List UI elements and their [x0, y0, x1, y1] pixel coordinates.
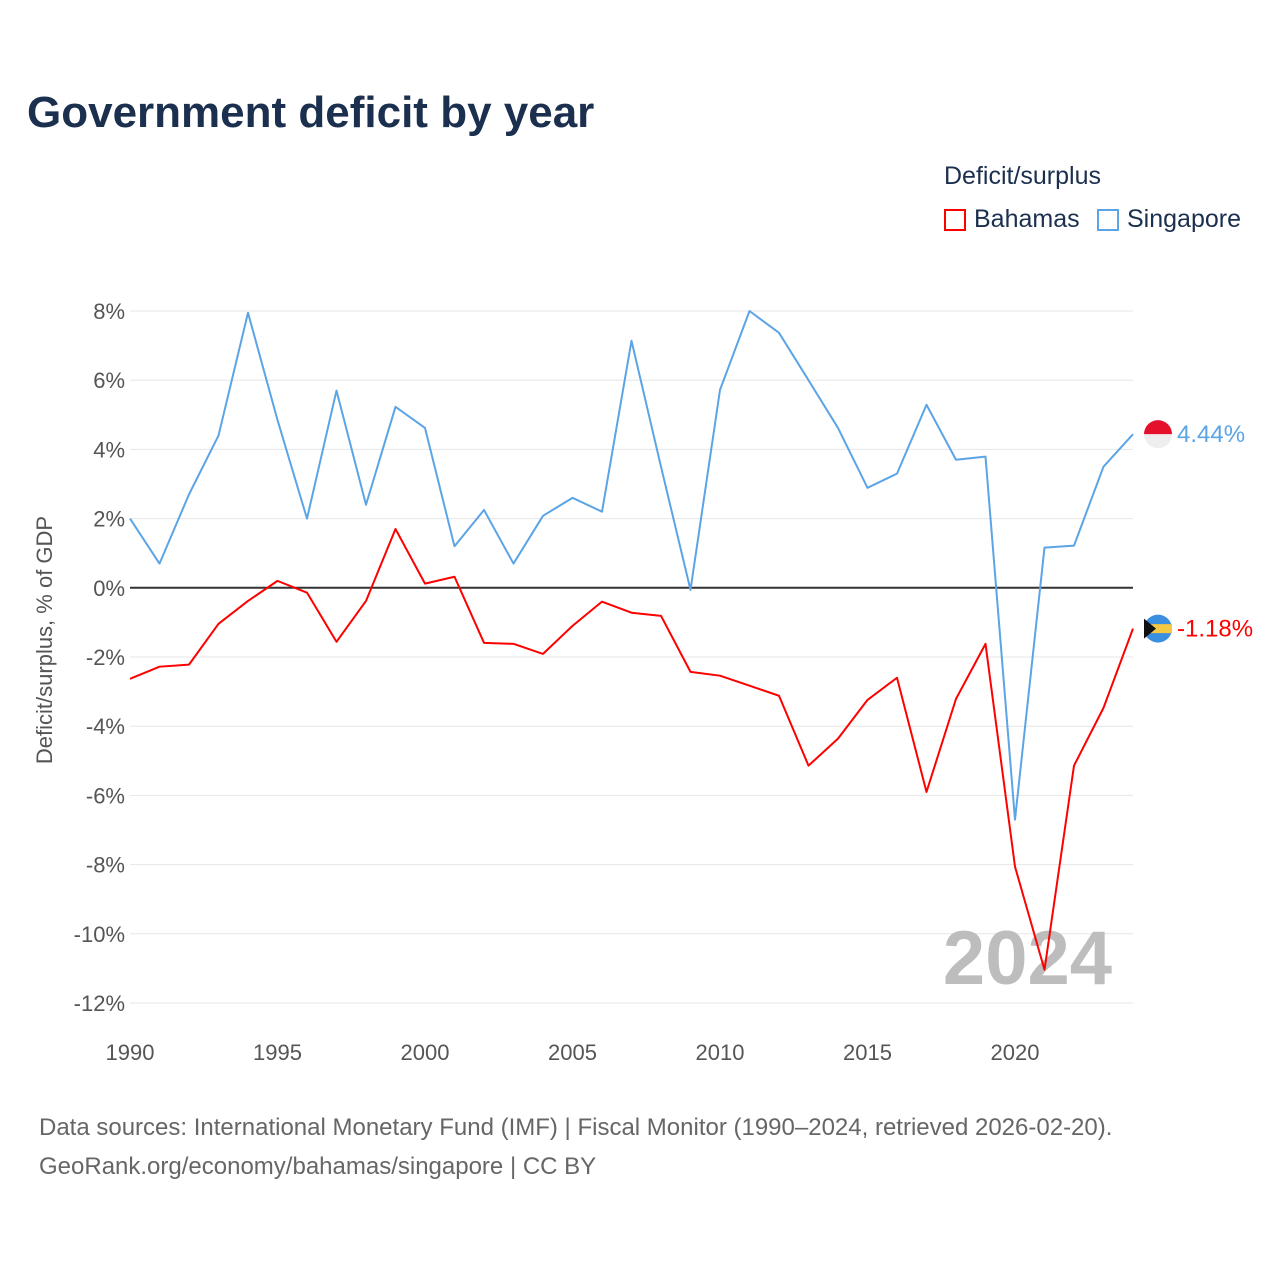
y-axis-label: Deficit/surplus, % of GDP: [32, 516, 57, 764]
legend-label: Bahamas: [974, 205, 1080, 233]
x-tick-label: 2000: [401, 1040, 450, 1065]
singapore-flag-red-half: [1144, 420, 1172, 435]
end-value-label-bahamas: -1.18%: [1177, 616, 1253, 643]
legend-swatch-singapore: [1097, 208, 1119, 231]
legend-title: Deficit/surplus: [944, 162, 1101, 190]
end-value-label-singapore: 4.44%: [1177, 421, 1245, 448]
year-watermark: 2024: [943, 916, 1112, 1001]
series-line-bahamas: [129, 527, 1134, 971]
y-tick-label: 6%: [93, 368, 125, 393]
source-line-1: Data sources: International Monetary Fun…: [39, 1114, 1113, 1141]
y-tick-label: -12%: [74, 991, 125, 1016]
x-tick-label: 1990: [106, 1040, 155, 1065]
y-tick-label: -2%: [86, 645, 125, 670]
y-tick-label: 2%: [93, 507, 125, 532]
y-tick-label: 0%: [93, 576, 125, 601]
y-tick-label: -8%: [86, 853, 125, 878]
bahamas-flag-stripe: [1144, 624, 1172, 634]
legend-swatch-bahamas: [944, 208, 966, 231]
bahamas-flag-triangle: [1144, 618, 1156, 639]
y-tick-label: 4%: [93, 437, 125, 462]
x-tick-label: 2020: [991, 1040, 1040, 1065]
series-line-singapore: [129, 310, 1134, 821]
source-note: Data sources: International Monetary Fun…: [39, 1108, 1112, 1186]
y-tick-label: 8%: [93, 299, 125, 324]
legend-item-singapore[interactable]: Singapore: [1097, 205, 1241, 234]
y-tick-label: -10%: [74, 922, 125, 947]
legend-label: Singapore: [1127, 205, 1241, 233]
chart-title: Government deficit by year: [27, 88, 595, 137]
source-line-2[interactable]: GeoRank.org/economy/bahamas/singapore | …: [39, 1153, 597, 1180]
y-tick-label: -4%: [86, 714, 125, 739]
legend-item-bahamas[interactable]: Bahamas: [944, 205, 1080, 234]
x-tick-label: 2010: [696, 1040, 745, 1065]
x-tick-label: 2015: [843, 1040, 892, 1065]
x-tick-label: 1995: [253, 1040, 302, 1065]
x-tick-label: 2005: [548, 1040, 597, 1065]
y-tick-label: -6%: [86, 783, 125, 808]
